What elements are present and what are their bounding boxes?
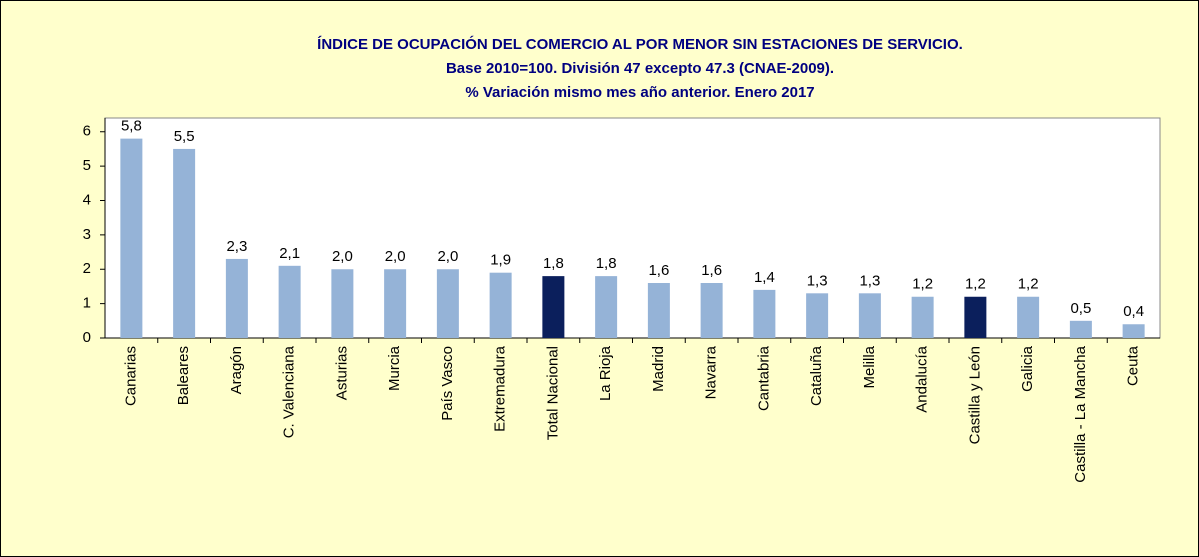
- value-label: 1,6: [648, 262, 669, 279]
- value-label: 1,8: [596, 255, 617, 272]
- bar: [858, 293, 881, 338]
- value-label: 1,3: [807, 272, 828, 289]
- x-tick-label: Navarra: [703, 345, 720, 399]
- value-label: 1,9: [490, 252, 511, 269]
- plot-area: [104, 117, 1161, 339]
- value-label: 5,8: [121, 118, 142, 135]
- bar: [753, 289, 776, 338]
- x-tick-label: Extremadura: [492, 345, 509, 432]
- x-tick-label: C. Valenciana: [281, 345, 298, 438]
- bar: [173, 148, 196, 338]
- x-tick-label: Galicia: [1019, 345, 1036, 392]
- bar: [489, 272, 512, 338]
- bar: [1122, 324, 1145, 338]
- x-tick-label: Murcia: [386, 345, 403, 391]
- x-tick-label: Canarias: [122, 346, 139, 406]
- x-tick-label: Madrid: [650, 346, 667, 392]
- bar: [595, 276, 618, 338]
- value-label: 0,5: [1070, 300, 1091, 317]
- chart-title: ÍNDICE DE OCUPACIÓN DEL COMERCIO AL POR …: [317, 35, 963, 53]
- bar: [964, 296, 987, 338]
- bar: [278, 265, 301, 338]
- x-tick-label: Ceuta: [1125, 345, 1142, 386]
- chart-subtitle: Base 2010=100. División 47 excepto 47.3 …: [446, 60, 834, 77]
- y-tick-label: 0: [83, 329, 91, 346]
- value-label: 1,8: [543, 255, 564, 272]
- y-tick-label: 3: [83, 226, 91, 243]
- x-tick-label: Baleares: [175, 346, 192, 405]
- bar: [1069, 320, 1092, 338]
- bar: [806, 293, 829, 338]
- x-tick-label: La Rioja: [597, 345, 614, 401]
- value-label: 5,5: [174, 128, 195, 145]
- value-label: 1,6: [701, 262, 722, 279]
- bar: [436, 269, 459, 338]
- y-tick-label: 6: [83, 123, 91, 140]
- bar: [1017, 296, 1040, 338]
- bar: [647, 283, 670, 338]
- x-tick-label: Melilla: [861, 345, 878, 388]
- x-tick-label: Cantabria: [755, 345, 772, 411]
- bar: [120, 138, 143, 338]
- x-tick-label: País Vasco: [439, 346, 456, 421]
- value-label: 1,2: [912, 276, 933, 293]
- value-label: 2,1: [279, 245, 300, 262]
- y-tick-label: 5: [83, 157, 91, 174]
- y-tick-label: 4: [83, 191, 91, 208]
- value-label: 1,3: [859, 272, 880, 289]
- y-tick-label: 2: [83, 260, 91, 277]
- x-tick-label: Cataluña: [808, 345, 825, 406]
- value-label: 1,2: [965, 276, 986, 293]
- x-tick-label: Castilla - La Mancha: [1072, 345, 1089, 482]
- value-label: 1,4: [754, 269, 775, 286]
- y-tick-label: 1: [83, 295, 91, 312]
- x-tick-label: Andalucía: [914, 345, 931, 412]
- value-label: 2,0: [385, 248, 406, 265]
- x-tick-label: Asturias: [333, 346, 350, 400]
- bar: [384, 269, 407, 338]
- x-tick-label: Total Nacional: [544, 346, 561, 440]
- x-tick-label: Castilla y León: [966, 346, 983, 444]
- value-label: 2,0: [332, 248, 353, 265]
- bar: [911, 296, 934, 338]
- bar: [700, 283, 723, 338]
- value-label: 0,4: [1123, 303, 1144, 320]
- bar: [542, 276, 565, 338]
- value-label: 2,3: [226, 238, 247, 255]
- bar: [225, 258, 248, 338]
- value-label: 1,2: [1018, 276, 1039, 293]
- value-label: 2,0: [437, 248, 458, 265]
- bar: [331, 269, 354, 338]
- chart-subtitle: % Variación mismo mes año anterior. Ener…: [465, 84, 814, 101]
- x-tick-label: Aragón: [228, 346, 245, 394]
